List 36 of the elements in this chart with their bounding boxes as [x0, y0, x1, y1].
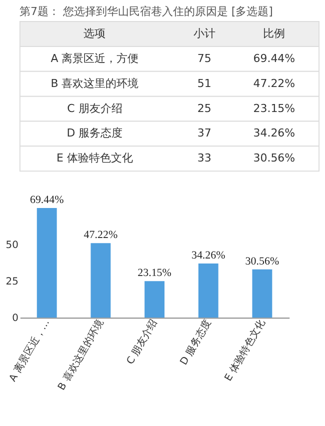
x-tick-label: C 朋友介绍	[124, 317, 160, 367]
bar	[36, 208, 57, 318]
annotation: 34.26%	[191, 250, 226, 262]
category-label: E 体验特色文化	[56, 152, 133, 165]
data-label: 51	[197, 76, 212, 90]
annotation: 23.15%	[138, 267, 172, 280]
data-label: 33	[197, 152, 212, 165]
text: 比例	[263, 26, 286, 40]
y-tick-label: 25	[6, 276, 18, 288]
text: 23.15%	[253, 102, 296, 115]
annotation: 30.56%	[245, 255, 280, 268]
annotation: 47.22%	[84, 229, 118, 242]
text: 30.56%	[253, 152, 296, 165]
data-label: 75	[197, 52, 212, 65]
bar	[252, 269, 272, 318]
bar	[198, 264, 218, 318]
text: 47.22%	[253, 76, 296, 90]
bar	[144, 281, 164, 318]
category-label: A 离景区近，方便	[50, 52, 139, 65]
category-label: B 喜欢这里的环境	[50, 76, 139, 90]
x-tick-label: B 喜欢这里的环境	[55, 317, 106, 392]
text: 34.26%	[253, 126, 296, 140]
x-tick-label: E 体验特色文化	[222, 317, 268, 384]
y-tick-label: 50	[6, 240, 18, 252]
bar	[90, 243, 111, 318]
annotation: 69.44%	[30, 194, 64, 206]
category-label: C 朋友介绍	[67, 102, 122, 115]
text: 小计	[193, 26, 216, 40]
y-tick-label: 0	[12, 313, 18, 324]
text: 选项	[84, 26, 106, 40]
category-label: D 服务态度	[66, 126, 123, 140]
x-tick-label: D 服务态度	[178, 317, 214, 368]
text: 第7题： 您选择到华山民宿巷入住的原因是 [多选题]	[19, 5, 273, 18]
data-label: 25	[197, 102, 212, 115]
data-label: 37	[197, 126, 212, 140]
text: 69.44%	[253, 52, 296, 65]
